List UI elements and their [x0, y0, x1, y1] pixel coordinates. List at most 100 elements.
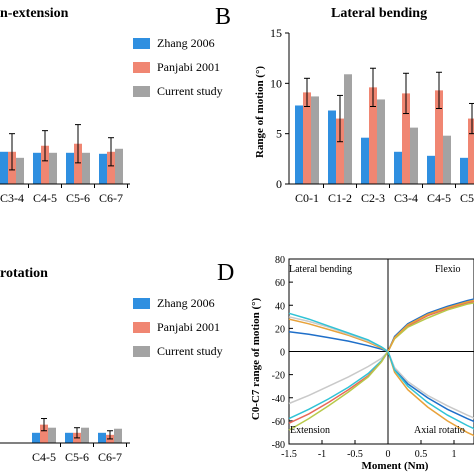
x-tick-label: C1-2 — [328, 191, 352, 205]
bar-panjabi-2001 — [303, 92, 311, 184]
bar-panjabi-2001 — [107, 151, 115, 184]
bar-zhang-2006 — [328, 110, 336, 184]
bar-current-study — [344, 74, 352, 184]
y-tick-label: 80 — [275, 255, 285, 266]
panel-a-legend: Zhang 2006 Panjabi 2001 Current study — [133, 36, 223, 98]
bar-panjabi-2001 — [402, 93, 410, 184]
bar-panjabi-2001 — [40, 424, 48, 443]
bar-zhang-2006 — [98, 432, 106, 443]
x-tick-label: C4-5 — [32, 450, 56, 464]
bar-zhang-2006 — [394, 151, 402, 184]
bar-panjabi-2001 — [369, 87, 377, 184]
y-tick-label: 0 — [276, 177, 282, 191]
bar-current-study — [82, 152, 90, 184]
legend-label: Current study — [157, 84, 223, 98]
x-tick-label: 0 — [386, 449, 391, 460]
bar-panjabi-2001 — [336, 118, 344, 184]
panel-d-letter: D — [217, 260, 234, 286]
series-line — [387, 299, 474, 352]
bar-panjabi-2001 — [41, 145, 49, 184]
bar-current-study — [49, 152, 57, 184]
panel-d: D C0-C7 range of motion (°) Moment (Nm) … — [217, 255, 474, 472]
bar-current-study — [443, 135, 451, 184]
series-line — [288, 318, 389, 353]
quadrant-label-flexion: Flexio — [435, 264, 461, 275]
panel-b: B Lateral bending Range of motion (°) 0 5… — [215, 4, 474, 205]
bar-zhang-2006 — [65, 432, 73, 443]
y-tick-label: 60 — [275, 278, 285, 289]
bar-zhang-2006 — [460, 157, 468, 184]
panel-c: rotation C4-5 C5-6 C6-7 Zhang 2006 Panjabi … — [0, 266, 223, 464]
x-tick-label: C5-6 — [65, 450, 89, 464]
bar-current-study — [114, 428, 122, 443]
bar-zhang-2006 — [32, 432, 40, 443]
x-tick-label: C0-1 — [295, 191, 319, 205]
x-tick-label: 0.5 — [415, 449, 428, 460]
bar-panjabi-2001 — [468, 118, 474, 184]
series-line — [387, 300, 474, 352]
y-tick-label: -60 — [272, 417, 285, 428]
legend-label: Panjabi 2001 — [157, 60, 220, 74]
y-tick-label: 10 — [270, 76, 282, 90]
y-tick-label: 40 — [275, 301, 285, 312]
series-line — [387, 351, 474, 430]
series-line — [387, 351, 474, 419]
bar-panjabi-2001 — [435, 90, 443, 184]
x-tick-label: C6-7 — [99, 191, 123, 205]
bar-panjabi-2001 — [74, 143, 82, 184]
legend-swatch-current-study — [133, 86, 150, 97]
quadrant-label-lateral-bending: Lateral bending — [289, 264, 352, 275]
y-tick-label: -80 — [272, 440, 285, 451]
legend-swatch-zhang-2006 — [133, 38, 150, 49]
bar-current-study — [115, 148, 123, 184]
bar-zhang-2006 — [0, 151, 8, 184]
quadrant-label-extension: Extension — [290, 425, 330, 436]
bar-current-study — [48, 427, 56, 443]
x-tick-label: C2-3 — [361, 191, 385, 205]
series-line — [288, 331, 389, 353]
bar-current-study — [410, 127, 418, 184]
panel-a-bars: C3-4 C4-5 C5-6 C6-7 — [0, 124, 130, 205]
legend-label: Zhang 2006 — [157, 296, 215, 310]
panel-c-bars: C4-5 C5-6 C6-7 — [0, 418, 130, 464]
x-tick-label: C3-4 — [0, 191, 24, 205]
legend-label: Zhang 2006 — [157, 36, 215, 50]
bar-current-study — [16, 157, 24, 184]
quadrant-label-axial-rotation: Axial rotatio — [414, 425, 465, 436]
series-line — [387, 298, 474, 352]
x-tick-label: C5-6 — [66, 191, 90, 205]
x-tick-label: 1 — [452, 449, 457, 460]
series-line — [387, 351, 474, 423]
x-tick-label: C6-7 — [98, 450, 122, 464]
series-line — [288, 350, 389, 405]
panel-a: n-extension C3-4 C4-5 C5-6 C6-7 Zhang 2006 P… — [0, 6, 223, 205]
y-tick-label: 5 — [276, 127, 282, 141]
legend-swatch-zhang-2006 — [133, 298, 150, 309]
x-tick-label: C4-5 — [427, 191, 451, 205]
y-tick-label: 0 — [280, 348, 285, 359]
panel-b-axes: 0 5 10 15 — [270, 26, 290, 191]
series-line — [288, 351, 389, 420]
bar-zhang-2006 — [361, 137, 369, 184]
panel-b-letter: B — [215, 4, 231, 30]
bar-current-study — [377, 99, 385, 184]
legend-label: Current study — [157, 344, 223, 358]
panel-b-title: Lateral bending — [331, 6, 427, 21]
panel-d-y-axis-label: C0-C7 range of motion (°) — [250, 298, 262, 421]
panel-d-x-axis-label: Moment (Nm) — [362, 460, 429, 472]
y-tick-label: -20 — [272, 371, 285, 382]
panel-b-bars: C0-1 C1-2 C2-3 C3-4 C4-5 C5-6 — [289, 67, 474, 205]
x-tick-label: C5-6 — [460, 191, 474, 205]
series-line — [288, 351, 389, 431]
panel-d-lines — [288, 298, 474, 437]
bar-zhang-2006 — [99, 153, 107, 184]
x-tick-label: C3-4 — [394, 191, 418, 205]
panel-a-title: n-extension — [0, 6, 69, 21]
bar-zhang-2006 — [427, 155, 435, 184]
bar-current-study — [81, 427, 89, 443]
y-tick-label: -40 — [272, 394, 285, 405]
legend-swatch-panjabi-2001 — [133, 322, 150, 333]
panel-b-y-axis-label: Range of motion (°) — [254, 66, 266, 158]
bar-zhang-2006 — [66, 152, 74, 184]
y-tick-label: 15 — [270, 26, 282, 40]
